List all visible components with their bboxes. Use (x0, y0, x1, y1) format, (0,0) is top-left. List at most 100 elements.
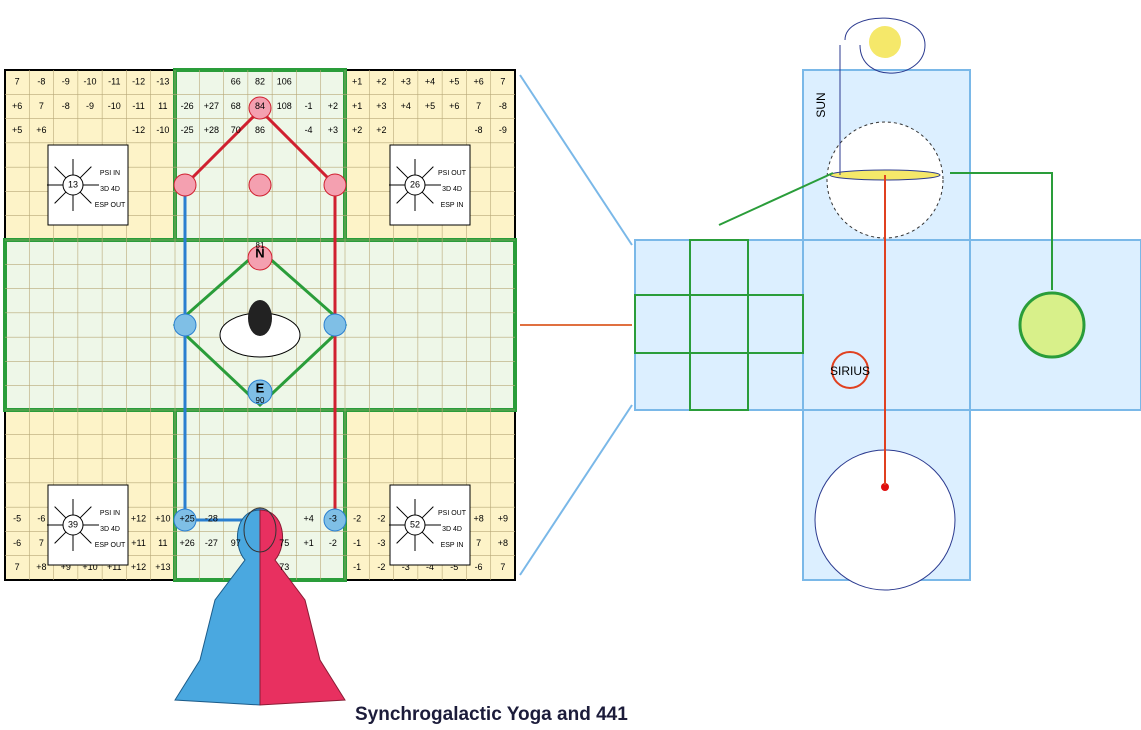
grid-cell: -2 (377, 514, 385, 524)
grid-cell: +8 (36, 562, 46, 572)
circuit-label: ESP IN (441, 202, 464, 209)
grid-cell: +12 (131, 562, 146, 572)
circuit-spoke (79, 531, 92, 544)
circuit-spoke (54, 531, 67, 544)
grid-cell: 106 (277, 77, 292, 87)
grid-cell: -9 (86, 101, 94, 111)
grid-cell: -2 (329, 538, 337, 548)
circuit-hub (404, 514, 426, 536)
grid-cell: +13 (155, 562, 170, 572)
circuit-spoke (421, 531, 434, 544)
node-number: 90 (256, 396, 265, 405)
circuit-spoke (79, 166, 92, 179)
grid-cell: 7 (500, 77, 505, 87)
grid-cell: +9 (498, 514, 508, 524)
circuit-number: 13 (68, 179, 78, 189)
circuit-number: 52 (410, 519, 420, 529)
node (173, 313, 197, 337)
grid-cell: +1 (352, 101, 362, 111)
grid-cell: 73 (279, 562, 289, 572)
grid-cell: -11 (108, 77, 120, 87)
grid-cell: 7 (476, 538, 481, 548)
node (323, 313, 347, 337)
grid-cell: -9 (62, 77, 70, 87)
grid-cell: -9 (499, 125, 507, 135)
circuit-label: 3D 4D (442, 526, 462, 533)
grid-cell: 68 (231, 101, 241, 111)
grid-cell: +6 (12, 101, 22, 111)
grid-cell: -2 (377, 562, 385, 572)
grid-cell: +25 (180, 514, 195, 524)
sun-label: SUN (814, 92, 828, 117)
grid-cell: -2 (353, 514, 361, 524)
circuit-label: PSI OUT (438, 170, 467, 177)
circuit-number: 39 (68, 519, 78, 529)
node (323, 173, 347, 197)
grid-cell: -10 (83, 77, 96, 87)
node-e (247, 379, 273, 405)
node (173, 173, 197, 197)
node (323, 508, 347, 532)
circuit-hub (62, 174, 84, 196)
grid-cell: +5 (12, 125, 22, 135)
grid-cell: +27 (204, 101, 219, 111)
grid-cell: 66 (231, 77, 241, 87)
circuit-spoke (54, 166, 67, 179)
diamond (172, 247, 348, 408)
circuit-label: PSI OUT (438, 510, 467, 517)
grid-cell: +6 (449, 101, 459, 111)
grid-cell: +8 (498, 538, 508, 548)
circuit-spoke (54, 191, 67, 204)
grid-cell: +8 (473, 514, 483, 524)
grid-cell: -3 (402, 562, 410, 572)
grid-cell: -1 (353, 562, 361, 572)
sirius-label: SIRIUS (830, 364, 870, 378)
circuit-spoke (79, 506, 92, 519)
grid-cell: -12 (132, 77, 145, 87)
grid-cell: -4 (426, 562, 434, 572)
grid-cell: -1 (305, 101, 313, 111)
red-circuit (183, 107, 337, 520)
grid-cell: -28 (205, 514, 218, 524)
grid-cell: -4 (305, 125, 313, 135)
circuit-hub (62, 514, 84, 536)
grid-cell: 11 (158, 101, 167, 111)
grid-cell: 11 (158, 538, 167, 548)
circuit-spoke (54, 506, 67, 519)
grid-cell: +3 (376, 101, 386, 111)
grid-cell: +10 (155, 514, 170, 524)
cube-net (519, 17, 1141, 591)
grid-cell: -8 (37, 77, 45, 87)
grid-cell: +3 (328, 125, 338, 135)
grid-cell: +3 (401, 77, 411, 87)
grid-cell: -27 (205, 538, 218, 548)
grid-cell: -5 (13, 514, 21, 524)
circuit-label: 3D 4D (442, 186, 462, 193)
grid-cell: -6 (475, 562, 483, 572)
node (248, 96, 272, 120)
node-number: 81 (256, 241, 265, 250)
grid-cell: 7 (15, 77, 20, 87)
grid-cell: +12 (131, 514, 146, 524)
circuit-spoke (421, 166, 434, 179)
grid-cell: +2 (376, 77, 386, 87)
grid-cell: -25 (181, 125, 194, 135)
circuit-label: ESP IN (441, 542, 464, 549)
grid-cell: +28 (204, 125, 219, 135)
node-letter: E (256, 380, 265, 395)
grid-cell: -6 (13, 538, 21, 548)
grid-cell: -3 (377, 538, 385, 548)
grid-cell: 108 (277, 101, 292, 111)
grid-cell: 7 (39, 101, 44, 111)
circuit-spoke (396, 191, 409, 204)
grid-cell: +9 (61, 562, 71, 572)
circuit-spoke (79, 191, 92, 204)
node-letter: N (255, 245, 264, 260)
grid-cell: 84 (255, 101, 265, 111)
circuit-spoke (421, 191, 434, 204)
circuit-spoke (421, 506, 434, 519)
grid-cell: 86 (255, 125, 265, 135)
grid-cell: +1 (352, 77, 362, 87)
